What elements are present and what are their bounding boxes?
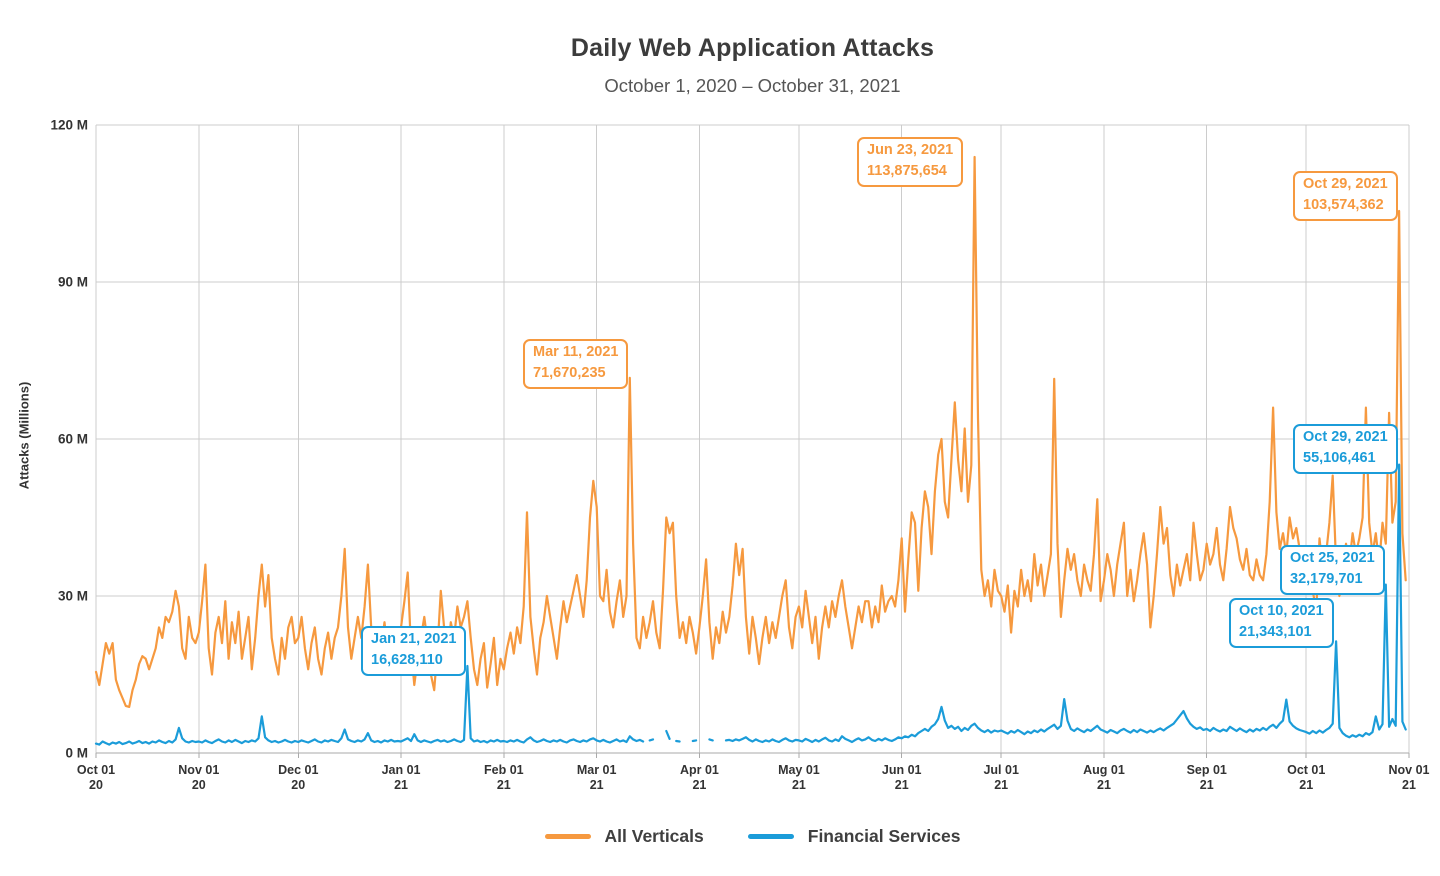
annotation-value: 113,875,654 bbox=[867, 163, 947, 179]
x-tick-label: 21 bbox=[792, 778, 806, 792]
y-tick-label: 60 M bbox=[58, 432, 88, 447]
x-tick-label: Mar 01 bbox=[577, 763, 617, 777]
x-tick-label: Dec 01 bbox=[278, 763, 318, 777]
x-tick-label: Oct 01 bbox=[77, 763, 115, 777]
annotation-value: 16,628,110 bbox=[371, 652, 443, 668]
x-tick-label: Jan 01 bbox=[382, 763, 421, 777]
x-tick-label: Aug 01 bbox=[1083, 763, 1125, 777]
x-tick-label: 21 bbox=[1299, 778, 1313, 792]
x-tick-label: Apr 01 bbox=[680, 763, 719, 777]
annotation-date: Mar 11, 2021 bbox=[533, 344, 619, 360]
chart-header: Daily Web Application Attacks October 1,… bbox=[96, 34, 1409, 97]
x-tick-label: 21 bbox=[590, 778, 604, 792]
legend-label: All Verticals bbox=[604, 826, 704, 846]
chart-subtitle: October 1, 2020 – October 31, 2021 bbox=[604, 75, 901, 96]
annotation-value: 103,574,362 bbox=[1303, 197, 1384, 213]
annotation-date: Oct 10, 2021 bbox=[1239, 603, 1324, 619]
annotation-value: 32,179,701 bbox=[1290, 571, 1363, 587]
x-tick-label: 21 bbox=[394, 778, 408, 792]
annotation-callout: Jun 23, 2021 113,875,654 bbox=[857, 137, 964, 187]
y-tick-label: 0 M bbox=[65, 746, 88, 761]
annotation-date: Jun 23, 2021 bbox=[867, 142, 954, 158]
annotation-value: 71,670,235 bbox=[533, 365, 606, 381]
annotation-value: 55,106,461 bbox=[1303, 450, 1376, 466]
annotation-callout: Oct 25, 2021 32,179,701 bbox=[1280, 545, 1385, 595]
annotation-callout: Mar 11, 2021 71,670,235 bbox=[523, 339, 629, 389]
financial-services-line-swatch-icon bbox=[747, 834, 794, 839]
x-tick-label: Feb 01 bbox=[484, 763, 524, 777]
x-tick-label: Oct 01 bbox=[1287, 763, 1325, 777]
legend-item-all-verticals: All Verticals bbox=[544, 826, 704, 847]
x-tick-label: 21 bbox=[1097, 778, 1111, 792]
all-verticals-line-swatch-icon bbox=[544, 834, 591, 839]
annotation-callout: Oct 29, 2021 103,574,362 bbox=[1293, 171, 1398, 221]
y-tick-label: 120 M bbox=[50, 118, 88, 133]
chart-legend: All Verticals Financial Services bbox=[96, 826, 1409, 847]
x-tick-label: 21 bbox=[497, 778, 511, 792]
annotation-date: Oct 29, 2021 bbox=[1303, 176, 1388, 192]
chart-title: Daily Web Application Attacks bbox=[570, 34, 935, 62]
x-tick-label: Nov 01 bbox=[178, 763, 219, 777]
annotation-value: 21,343,101 bbox=[1239, 624, 1312, 640]
annotation-date: Oct 29, 2021 bbox=[1303, 429, 1388, 445]
x-tick-label: 21 bbox=[895, 778, 909, 792]
x-tick-label: Sep 01 bbox=[1187, 763, 1227, 777]
x-tick-label: Jun 01 bbox=[882, 763, 922, 777]
x-tick-label: 20 bbox=[89, 778, 103, 792]
series-line-financial-services bbox=[94, 463, 1407, 746]
x-tick-label: 20 bbox=[192, 778, 206, 792]
x-tick-label: 20 bbox=[291, 778, 305, 792]
y-tick-label: 30 M bbox=[58, 589, 88, 604]
y-tick-label: 90 M bbox=[58, 275, 88, 290]
x-tick-label: 21 bbox=[1200, 778, 1214, 792]
x-tick-label: 21 bbox=[692, 778, 706, 792]
legend-item-financial-services: Financial Services bbox=[747, 826, 961, 847]
x-tick-label: 21 bbox=[1402, 778, 1416, 792]
x-tick-label: 21 bbox=[994, 778, 1008, 792]
x-tick-label: Jul 01 bbox=[983, 763, 1018, 777]
annotation-callout: Jan 21, 2021 16,628,110 bbox=[361, 626, 467, 676]
annotation-callout: Oct 29, 2021 55,106,461 bbox=[1293, 424, 1398, 474]
annotation-callout: Oct 10, 2021 21,343,101 bbox=[1229, 598, 1334, 648]
annotation-date: Jan 21, 2021 bbox=[371, 631, 457, 647]
legend-label: Financial Services bbox=[807, 826, 961, 846]
annotation-date: Oct 25, 2021 bbox=[1290, 550, 1375, 566]
x-tick-label: Nov 01 bbox=[1389, 763, 1430, 777]
series-line-all-verticals bbox=[94, 155, 1407, 708]
x-tick-label: May 01 bbox=[778, 763, 820, 777]
